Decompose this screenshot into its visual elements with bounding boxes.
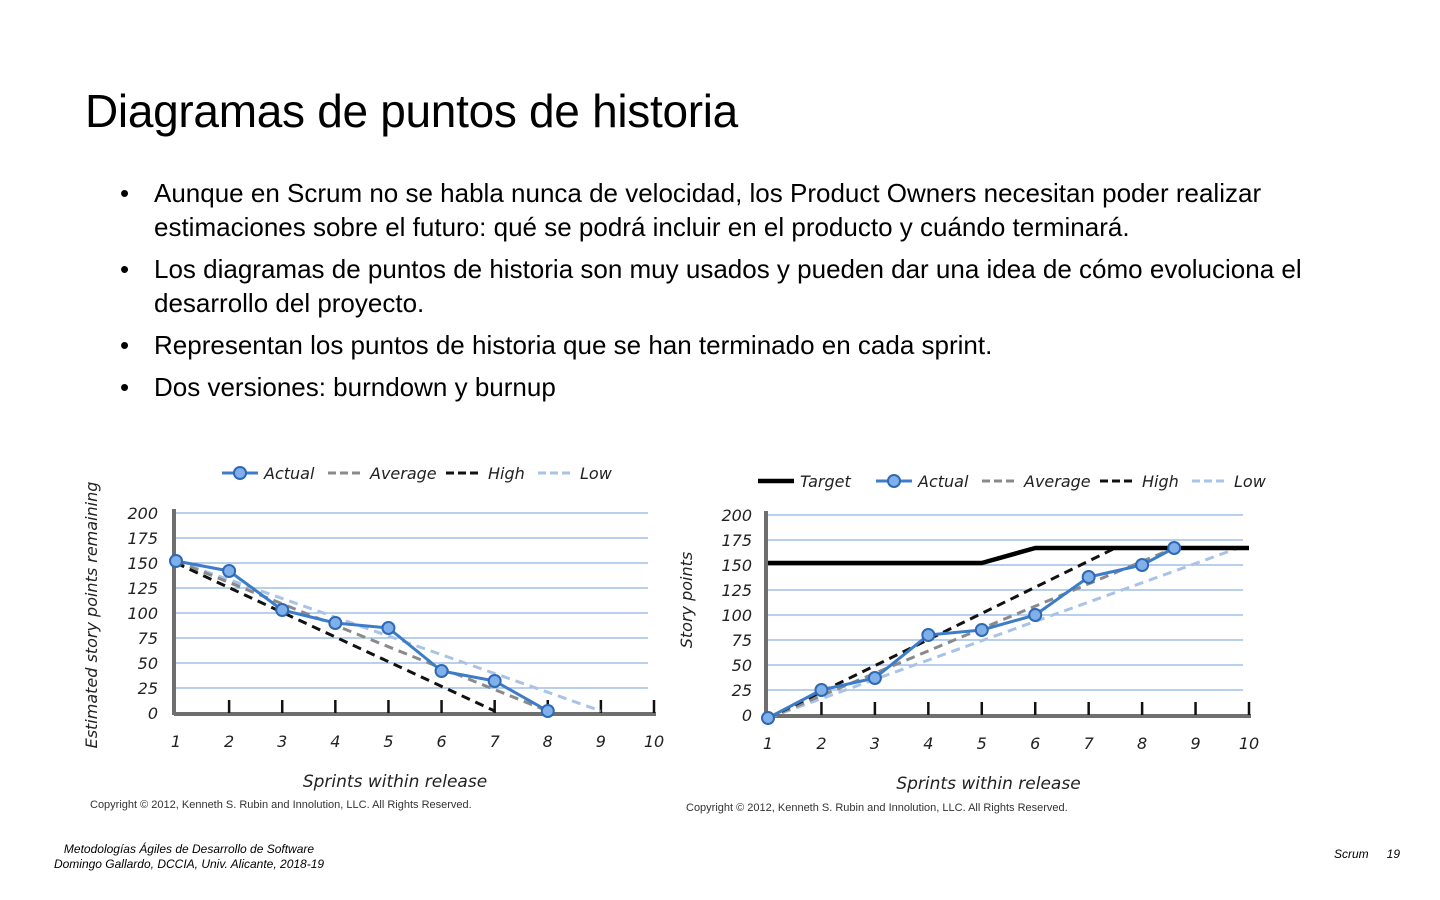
legend-label-target: Target — [800, 472, 851, 491]
data-point-actual — [540, 704, 555, 718]
x-tick-label: 3 — [277, 732, 287, 751]
data-point-actual — [867, 671, 882, 685]
y-tick-label: 150 — [721, 556, 752, 575]
bullet-item: Dos versiones: burndown y burnup — [118, 370, 1358, 404]
footer-course-info: Metodologías Ágiles de Desarrollo de Sof… — [52, 842, 326, 872]
y-axis-label: Story points — [677, 552, 696, 649]
y-tick-label: 25 — [138, 679, 158, 698]
series-line-target — [768, 545, 1249, 566]
footer-page-number: 19 — [1386, 847, 1400, 861]
legend-marker-actual — [887, 474, 901, 488]
x-tick-label: 7 — [1084, 734, 1095, 753]
x-tick-label: 10 — [1239, 734, 1259, 753]
x-tick-label: 5 — [977, 734, 987, 753]
x-tick-label: 2 — [816, 734, 826, 753]
data-point-actual — [1028, 608, 1043, 622]
series-line-actual — [175, 559, 549, 713]
y-tick-label: 200 — [127, 504, 158, 523]
legend-label-actual: Actual — [263, 464, 315, 483]
y-tick-label: 25 — [732, 681, 752, 700]
y-tick-label: 125 — [721, 581, 752, 600]
y-tick-label: 0 — [148, 704, 158, 723]
y-tick-label: 0 — [742, 706, 752, 725]
y-tick-label: 100 — [127, 604, 158, 623]
x-tick-label: 10 — [644, 732, 664, 751]
legend-label-low: Low — [580, 464, 613, 483]
data-point-actual — [761, 711, 775, 725]
x-tick-label: 3 — [870, 734, 880, 753]
data-point-actual — [814, 683, 829, 697]
series-line-high — [175, 561, 496, 713]
y-tick-label: 50 — [138, 654, 158, 673]
y-tick-label: 200 — [721, 506, 752, 525]
bullet-item: Aunque en Scrum no se habla nunca de vel… — [118, 176, 1358, 244]
data-point-actual — [381, 621, 396, 635]
data-point-actual — [921, 628, 936, 642]
footer-section: Scrum — [1333, 847, 1369, 861]
x-tick-label: 6 — [1030, 734, 1040, 753]
x-axis-label: Sprints within release — [303, 772, 487, 792]
bullet-item: Representan los puntos de historia que s… — [118, 328, 1358, 362]
y-tick-label: 175 — [127, 529, 158, 548]
x-tick-label: 5 — [383, 732, 393, 751]
x-axis-label: Sprints within release — [896, 774, 1080, 794]
copyright-notice: Copyright © 2012, Kenneth S. Rubin and I… — [90, 799, 472, 811]
data-point-actual — [434, 664, 449, 678]
slide-title: Diagramas de puntos de historia — [85, 85, 738, 137]
legend-label-actual: Actual — [917, 472, 969, 491]
bullet-list: Aunque en Scrum no se habla nunca de vel… — [118, 176, 1358, 412]
x-tick-label: 4 — [330, 732, 340, 751]
data-point-actual — [1081, 570, 1096, 584]
y-tick-label: 75 — [138, 629, 158, 648]
data-point-actual — [1167, 541, 1182, 555]
series-line-low — [175, 559, 602, 713]
legend-label-high: High — [488, 464, 525, 483]
data-point-actual — [169, 554, 183, 568]
data-point-actual — [275, 603, 290, 617]
x-tick-label: 4 — [923, 734, 933, 753]
y-tick-label: 125 — [127, 579, 158, 598]
data-point-actual — [222, 564, 237, 578]
x-tick-label: 1 — [171, 732, 181, 751]
x-tick-label: 1 — [763, 734, 773, 753]
chart-2: 0 25 50 75 100 125 150 175 200 1 2 3 4 5 6 7 8 9 10 Sprints… — [677, 472, 1267, 814]
y-tick-label: 175 — [721, 531, 752, 550]
series-line-average — [767, 546, 1175, 720]
x-tick-label: 7 — [490, 732, 501, 751]
legend-label-average: Average — [1023, 472, 1091, 491]
data-point-actual — [487, 674, 502, 688]
data-point-actual — [1135, 558, 1150, 572]
y-tick-label: 150 — [127, 554, 158, 573]
chart-1: 0 25 50 75 100 125 150 175 200 1 2 3 4 5 6 7 8 9 10 Sprints… — [82, 464, 664, 811]
data-point-actual — [974, 623, 989, 637]
bullet-item: Los diagramas de puntos de historia son … — [118, 252, 1358, 320]
legend-marker-actual — [233, 466, 247, 480]
series-line-average — [175, 559, 549, 713]
x-tick-label: 8 — [543, 732, 553, 751]
x-tick-label: 6 — [436, 732, 446, 751]
legend-label-low: Low — [1234, 472, 1267, 491]
data-point-actual — [328, 616, 343, 630]
legend-label-average: Average — [369, 464, 437, 483]
x-tick-label: 9 — [596, 732, 606, 751]
legend-label-high: High — [1142, 472, 1179, 491]
x-tick-label: 9 — [1190, 734, 1200, 753]
copyright-notice: Copyright © 2012, Kenneth S. Rubin and I… — [686, 802, 1068, 814]
footer-page-info: Scrum 19 — [1316, 847, 1400, 861]
y-tick-label: 100 — [721, 606, 752, 625]
y-tick-label: 75 — [732, 631, 752, 650]
footer-author: Domingo Gallardo, DCCIA, Univ. Alicante,… — [53, 857, 325, 871]
footer-course: Metodologías Ágiles de Desarrollo de Sof… — [63, 842, 315, 856]
y-tick-label: 50 — [732, 656, 752, 675]
y-axis-label: Estimated story points remaining — [82, 482, 101, 749]
x-tick-label: 2 — [224, 732, 234, 751]
series-line-low — [767, 546, 1239, 720]
x-tick-label: 8 — [1137, 734, 1147, 753]
